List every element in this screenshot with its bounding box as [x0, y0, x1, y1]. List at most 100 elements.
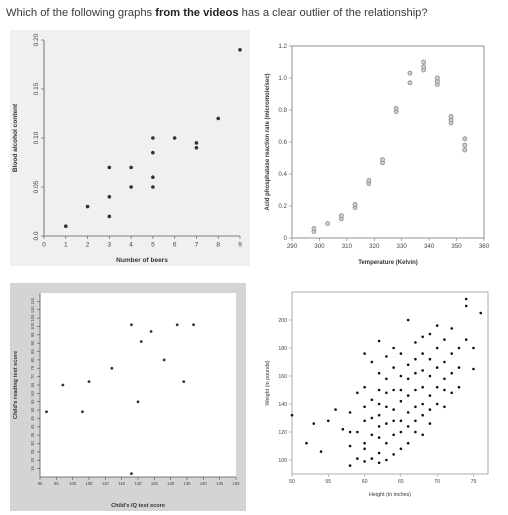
y-tick-label: 80: [30, 357, 35, 362]
data-point: [406, 441, 410, 445]
data-point: [85, 204, 90, 209]
x-tick-label: 150: [233, 481, 241, 486]
data-point: [107, 214, 112, 219]
data-point: [370, 457, 374, 460]
data-point: [450, 352, 454, 355]
data-point: [363, 447, 366, 451]
data-point: [435, 366, 439, 369]
y-tick-label: 55: [30, 399, 35, 404]
data-point: [435, 385, 439, 389]
data-point: [238, 48, 242, 52]
y-tick-label: 50: [30, 407, 35, 412]
data-point: [462, 147, 468, 153]
data-point: [399, 419, 403, 423]
y-tick-label: 90: [30, 340, 35, 345]
y-tick-label: 0.05: [33, 180, 40, 193]
y-tick-label: 25: [30, 449, 35, 454]
x-tick-label: 320: [369, 243, 380, 250]
scatter-chart: 290 300 310 320 330 340 350 360 0 0.2 0.4 0.6 0.8 1.0…: [265, 43, 490, 266]
data-point: [457, 346, 461, 350]
x-tick-label: 300: [314, 243, 325, 250]
data-point: [392, 346, 395, 350]
y-tick-label: 1.2: [278, 43, 287, 50]
data-point: [421, 335, 424, 339]
y-tick-label: 40: [30, 424, 35, 429]
data-point: [305, 441, 308, 445]
x-tick-label: 60: [362, 479, 368, 485]
x-tick-label: 6: [173, 242, 177, 249]
plot-frame: [291, 291, 489, 475]
x-tick-label: 90: [38, 481, 43, 486]
data-point: [414, 419, 417, 423]
data-point: [392, 453, 395, 456]
x-tick-label: 55: [325, 479, 331, 485]
scatter-chart: 0 1 2 3 4 5 6 7 8 9 0.0 0.05 0.10 0.15 0.20 Number of b…: [12, 33, 242, 264]
scatter-chart: 90 95 100 105 110 115 120 125 130 135 140 145 150152…: [13, 293, 241, 509]
data-point: [462, 136, 468, 142]
data-point: [450, 371, 454, 375]
data-point: [435, 346, 439, 350]
y-tick-label: 140: [278, 402, 287, 408]
data-point: [363, 405, 366, 409]
question-emphasis: from the videos: [155, 7, 239, 19]
x-tick-label: 70: [434, 479, 440, 485]
data-point: [348, 430, 352, 434]
y-axis-label: Acid phosphatase reaction rate (micromol…: [265, 73, 271, 210]
y-tick-label: 15: [30, 466, 35, 471]
data-point: [334, 408, 337, 411]
data-point: [385, 422, 388, 425]
y-tick-label: 65: [30, 382, 35, 387]
y-tick-label: 105: [30, 314, 35, 322]
x-tick-label: 105: [86, 481, 94, 486]
data-point: [370, 398, 374, 402]
question-prefix: Which of the following graphs: [6, 7, 156, 19]
data-point: [129, 185, 133, 189]
data-point: [399, 399, 403, 403]
data-point: [370, 433, 374, 437]
y-tick-label: 115: [30, 297, 35, 304]
y-tick-label: 0.8: [278, 107, 287, 114]
data-point: [392, 419, 395, 423]
data-point: [194, 146, 199, 150]
x-axis-label: Height (in inches): [369, 492, 411, 498]
data-point: [363, 385, 366, 389]
data-point: [464, 304, 468, 308]
data-point: [407, 70, 413, 76]
data-point: [392, 433, 395, 437]
y-axis-label: Weight (in pounds): [265, 360, 271, 405]
x-tick-label: 95: [54, 481, 59, 486]
data-point: [149, 330, 153, 333]
data-point: [377, 371, 381, 375]
data-point: [348, 444, 352, 448]
data-point: [472, 367, 475, 371]
data-point: [479, 311, 483, 315]
data-point: [450, 327, 454, 330]
x-tick-label: 2: [86, 242, 90, 249]
graph-beers-option[interactable]: 0 1 2 3 4 5 6 7 8 9 0.0 0.05 0.10 0.15 0.20 Number of b…: [10, 30, 250, 266]
data-point: [151, 136, 155, 140]
x-tick-label: 3: [108, 242, 112, 249]
data-point: [414, 430, 417, 434]
data-point: [377, 413, 381, 417]
data-point: [151, 150, 155, 155]
data-point: [443, 338, 446, 341]
graph-temperature-option[interactable]: 290 300 310 320 330 340 350 360 0 0.2 0.4 0.6 0.8 1.0…: [262, 40, 494, 268]
x-tick-label: 125: [151, 481, 159, 486]
graph-iq-option[interactable]: 90 95 100 105 110 115 120 125 130 135 140 145 150 15 2…: [10, 283, 246, 511]
data-point: [428, 408, 432, 411]
x-tick-label: 4: [129, 242, 133, 249]
data-point: [443, 377, 446, 381]
x-tick-label: 8: [216, 242, 220, 249]
data-point: [377, 451, 381, 455]
x-axis-label: Number of beers: [116, 257, 168, 264]
graph-height-option[interactable]: 50 55 60 65 70 75 100 120 140 160 180 200 Height (in…: [262, 286, 494, 500]
x-tick-label: 0: [42, 242, 46, 249]
question-suffix: has a clear outlier of the relationship?: [238, 7, 428, 19]
data-point: [450, 391, 454, 395]
data-point: [380, 157, 385, 162]
data-point: [377, 425, 381, 428]
data-point: [216, 116, 221, 121]
data-point: [182, 380, 186, 384]
data-point: [385, 458, 388, 462]
x-tick-label: 340: [424, 243, 435, 250]
